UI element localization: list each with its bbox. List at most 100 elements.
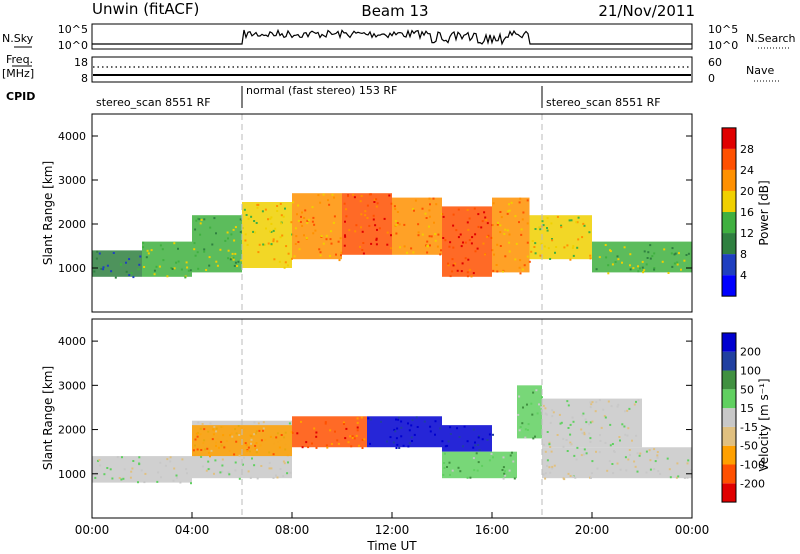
heatmap-cell [252, 230, 255, 233]
heatmap-cell [562, 437, 565, 440]
heatmap-cell [676, 261, 679, 264]
heatmap-cell [232, 228, 235, 231]
heatmap-cell [278, 260, 281, 263]
heatmap-cell [171, 268, 174, 270]
heatmap-cell [685, 254, 688, 256]
colorbar-segment [722, 275, 736, 297]
heatmap-cell [298, 248, 301, 251]
heatmap-band [92, 250, 142, 277]
heatmap-cell [447, 440, 450, 443]
heatmap-cell [327, 199, 329, 202]
heatmap-cell [546, 227, 548, 229]
heatmap-cell [347, 195, 349, 198]
heatmap-cell [480, 226, 483, 229]
heatmap-cell [254, 231, 257, 234]
heatmap-cell [370, 242, 373, 245]
heatmap-cell [449, 275, 452, 278]
heatmap-cell [186, 472, 188, 475]
heatmap-cell [626, 434, 629, 437]
heatmap-cell [272, 238, 275, 241]
heatmap-cell [504, 228, 507, 231]
cpid-segment-label: stereo_scan 8551 RF [96, 96, 211, 109]
heatmap-cell [530, 402, 533, 405]
heatmap-cell [234, 461, 237, 464]
heatmap-cell [504, 255, 507, 258]
heatmap-cell [591, 460, 594, 463]
heatmap-band [442, 451, 517, 479]
heatmap-cell [625, 469, 628, 472]
heatmap-cell [284, 207, 286, 210]
heatmap-cell [375, 237, 378, 240]
colorbar-tick-label: 8 [740, 248, 747, 261]
heatmap-cell [287, 461, 289, 464]
heatmap-cell [466, 271, 469, 274]
heatmap-cell [568, 219, 571, 222]
colorbar-tick-label: 12 [740, 227, 754, 240]
heatmap-cell [478, 449, 481, 451]
heatmap-cell [366, 204, 369, 207]
heatmap-cell [197, 421, 200, 424]
heatmap-cell [238, 434, 241, 436]
heatmap-cell [667, 272, 670, 274]
colorbar-tick-label: -200 [740, 477, 765, 490]
colorbar-tick-label: -15 [740, 421, 758, 434]
heatmap-cell [256, 448, 258, 451]
heatmap-cell [393, 428, 396, 431]
heatmap-cell [476, 247, 479, 250]
heatmap-cell [569, 475, 572, 477]
heatmap-cell [138, 456, 141, 459]
heatmap-cell [556, 215, 559, 218]
heatmap-cell [611, 263, 614, 266]
heatmap-cell [621, 261, 623, 264]
heatmap-cell [355, 224, 358, 227]
heatmap-cell [209, 422, 212, 425]
heatmap-cell [179, 481, 182, 484]
heatmap-cell [290, 430, 293, 433]
heatmap-cell [356, 429, 359, 432]
heatmap-cell [499, 231, 502, 234]
heatmap-cell [566, 400, 569, 403]
heatmap-cell [333, 196, 335, 199]
y-tick-label: 1000 [58, 262, 86, 275]
heatmap-cell [303, 217, 306, 219]
heatmap-cell [546, 459, 549, 462]
heatmap-cell [398, 447, 401, 449]
heatmap-cell [559, 422, 562, 425]
heatmap-cell [253, 421, 256, 424]
heatmap-cell [617, 258, 620, 261]
heatmap-cell [272, 240, 275, 243]
heatmap-cell [444, 445, 447, 448]
heatmap-cell [128, 274, 131, 277]
heatmap-cell [250, 438, 253, 441]
colorbar-tick-label: 20 [740, 185, 754, 198]
heatmap-cell [234, 261, 237, 264]
heatmap-cell [305, 441, 308, 444]
heatmap-cell [221, 464, 224, 467]
heatmap-cell [534, 228, 537, 230]
heatmap-cell [386, 243, 389, 246]
heatmap-cell [95, 257, 98, 260]
heatmap-cell [368, 193, 371, 196]
heatmap-cell [406, 251, 408, 254]
heatmap-cell [499, 211, 502, 213]
heatmap-cell [195, 432, 198, 435]
heatmap-cell [363, 438, 366, 441]
heatmap-cell [628, 449, 631, 451]
heatmap-cell [270, 216, 273, 219]
heatmap-cell [676, 263, 679, 266]
heatmap-cell [654, 460, 657, 463]
heatmap-cell [233, 264, 236, 267]
heatmap-cell [300, 215, 302, 218]
heatmap-cell [458, 436, 461, 438]
heatmap-cell [374, 224, 377, 227]
heatmap-cell [397, 416, 400, 419]
heatmap-cell [653, 267, 656, 270]
heatmap-cell [230, 233, 233, 236]
heatmap-cell [459, 470, 462, 473]
heatmap-cell [407, 422, 409, 425]
heatmap-cell [410, 436, 413, 439]
heatmap-cell [501, 469, 504, 471]
heatmap-cell [631, 439, 633, 442]
velocity-colorbar-label: Velocity [m s⁻¹] [757, 378, 771, 471]
heatmap-cell [180, 268, 183, 271]
